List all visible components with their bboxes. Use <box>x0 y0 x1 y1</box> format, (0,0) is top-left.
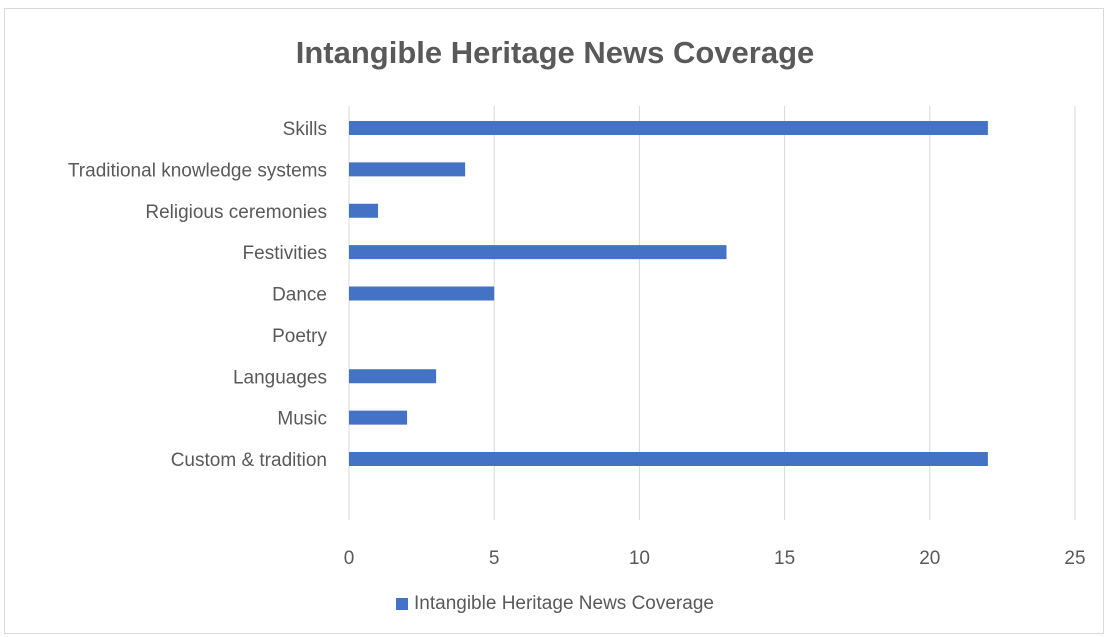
category-label: Traditional knowledge systems <box>68 160 327 181</box>
legend: Intangible Heritage News Coverage <box>0 593 1110 615</box>
x-tick-label: 20 <box>919 548 940 569</box>
x-tick-label: 25 <box>1064 548 1085 569</box>
legend-label: Intangible Heritage News Coverage <box>414 593 714 614</box>
category-label: Custom & tradition <box>171 450 327 471</box>
category-label: Music <box>277 409 327 430</box>
x-tick-label: 5 <box>489 548 500 569</box>
bar-music <box>349 410 408 425</box>
category-label: Poetry <box>272 326 327 347</box>
category-label: Religious ceremonies <box>145 202 327 223</box>
x-tick-label: 15 <box>774 548 795 569</box>
category-label: Festivities <box>243 243 327 264</box>
chart-frame <box>4 8 1104 634</box>
bar-dance <box>349 286 495 301</box>
bar-custom-tradition <box>349 452 988 466</box>
x-tick-label: 10 <box>629 548 650 569</box>
legend-swatch <box>396 598 409 610</box>
chart-title: Intangible Heritage News Coverage <box>295 35 815 70</box>
category-label: Skills <box>283 119 327 140</box>
bar-traditional-knowledge-systems <box>349 162 466 177</box>
x-tick-label: 0 <box>344 548 355 569</box>
bar-skills <box>349 121 988 135</box>
category-label: Languages <box>233 367 327 388</box>
category-label: Dance <box>272 285 327 306</box>
bar-festivities <box>349 245 727 260</box>
bar-religious-ceremonies <box>349 203 379 218</box>
bar-languages <box>349 369 437 384</box>
